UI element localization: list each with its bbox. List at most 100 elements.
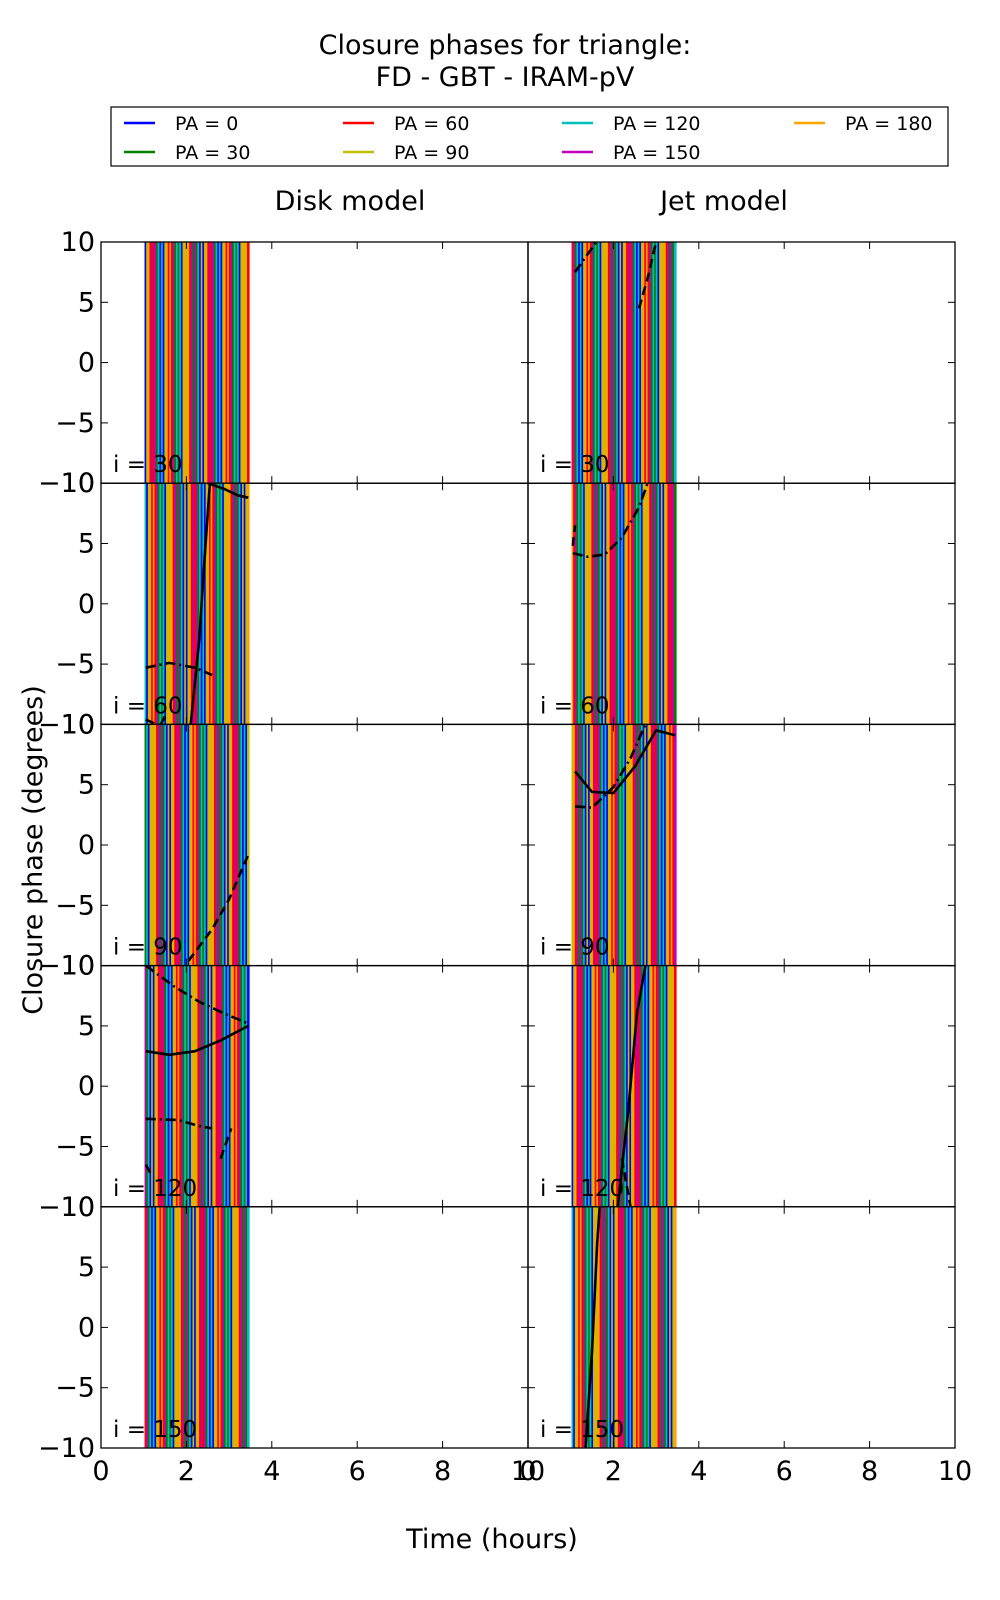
panel-disk-i120: 10 5 0 −5 −10 i = 120 bbox=[38, 951, 529, 1223]
panel-jet-i90: i = 90 bbox=[527, 723, 956, 967]
legend-entry-label: PA = 180 bbox=[845, 113, 933, 135]
chart-title-line-1: Closure phases for triangle: bbox=[319, 30, 692, 61]
x-tick-label: 10 bbox=[938, 1456, 972, 1487]
y-tick-label: 10 bbox=[61, 1192, 95, 1223]
y-tick-label: 10 bbox=[61, 709, 95, 740]
y-tick-label: 5 bbox=[78, 770, 95, 801]
model-line-dashdot bbox=[145, 965, 249, 1025]
model-line-dashdot bbox=[572, 483, 649, 559]
panel-jet-i150: 0 2 4 6 8 10 i = 150 bbox=[519, 1206, 972, 1487]
x-tick-label: 2 bbox=[178, 1456, 195, 1487]
y-tick-label: 0 bbox=[78, 830, 95, 861]
wrapped-curves bbox=[144, 724, 250, 966]
legend-box bbox=[110, 106, 949, 167]
x-axis-label: Time (hours) bbox=[405, 1524, 578, 1555]
inclination-label: i = 90 bbox=[540, 935, 610, 961]
x-tick-label: 4 bbox=[690, 1456, 707, 1487]
model-line-dashdot bbox=[574, 724, 647, 809]
x-tick-label: 8 bbox=[434, 1456, 451, 1487]
inclination-label: i = 60 bbox=[540, 693, 610, 719]
column-title-jet: Jet model bbox=[658, 186, 788, 217]
y-tick-label: −10 bbox=[38, 1192, 95, 1223]
panel-jet-i60: i = 60 bbox=[527, 482, 956, 726]
panel-disk-i90: 10 5 0 −5 −10 i = 90 bbox=[38, 709, 529, 982]
x-tick-label: 2 bbox=[605, 1456, 622, 1487]
x-tick-label: 0 bbox=[519, 1456, 536, 1487]
y-tick-label: 10 bbox=[61, 468, 95, 499]
model-line-solid bbox=[189, 483, 212, 725]
y-tick-label: 0 bbox=[78, 589, 95, 620]
legend: PA = 0 PA = 30 PA = 60 PA = 90 PA = 120 PA = … bbox=[110, 106, 949, 167]
y-tick-label: −10 bbox=[38, 1433, 95, 1464]
y-tick-label: −5 bbox=[55, 408, 95, 439]
panel-grid: 10 5 0 −5 −10 i = 30 i = 30 10 5 0 −5 −10 i = 60 i = … bbox=[38, 227, 972, 1487]
y-tick-label: 10 bbox=[61, 951, 95, 982]
y-axis-label: Closure phase (degrees) bbox=[18, 685, 49, 1015]
y-tick-label: −5 bbox=[55, 1373, 95, 1404]
model-line-solid bbox=[584, 1206, 601, 1449]
y-tick-label: 0 bbox=[78, 1071, 95, 1102]
model-line-dashed bbox=[637, 242, 658, 309]
x-tick-label: 10 bbox=[511, 1456, 545, 1487]
inclination-label: i = 90 bbox=[113, 935, 183, 961]
inclination-label: i = 120 bbox=[113, 1176, 197, 1202]
panel-jet-i120: i = 120 bbox=[527, 964, 956, 1208]
model-line-dashed bbox=[187, 854, 250, 962]
x-tick-label: 0 bbox=[92, 1456, 109, 1487]
model-line-dashed bbox=[219, 1127, 233, 1160]
model-line-dashdot bbox=[145, 1117, 213, 1130]
y-tick-label: −10 bbox=[38, 468, 95, 499]
model-line-solid bbox=[573, 728, 676, 795]
panel-disk-i60: 10 5 0 −5 −10 i = 60 bbox=[38, 468, 529, 740]
chart-title-line-2: FD - GBT - IRAM-pV bbox=[376, 62, 635, 93]
y-tick-label: 5 bbox=[78, 1252, 95, 1283]
inclination-label: i = 30 bbox=[540, 452, 610, 478]
wrapped-curves bbox=[144, 242, 250, 484]
column-title-disk: Disk model bbox=[275, 186, 426, 217]
y-tick-label: −10 bbox=[38, 951, 95, 982]
y-tick-label: 5 bbox=[78, 287, 95, 318]
x-tick-label: 6 bbox=[349, 1456, 366, 1487]
inclination-label: i = 60 bbox=[113, 693, 183, 719]
y-tick-label: −5 bbox=[55, 649, 95, 680]
legend-entry-label: PA = 150 bbox=[613, 142, 701, 164]
wrapped-curves bbox=[144, 965, 250, 1207]
inclination-label: i = 150 bbox=[540, 1417, 624, 1443]
x-tick-label: 4 bbox=[263, 1456, 280, 1487]
wrapped-curves bbox=[571, 483, 677, 725]
wrapped-curves bbox=[144, 1206, 250, 1448]
wrapped-curves bbox=[571, 242, 677, 484]
legend-entry-label: PA = 90 bbox=[394, 142, 469, 164]
y-tick-label: −10 bbox=[38, 709, 95, 740]
y-tick-label: −5 bbox=[55, 890, 95, 921]
legend-entry-label: PA = 0 bbox=[175, 113, 238, 135]
inclination-label: i = 30 bbox=[113, 452, 183, 478]
wrapped-curves bbox=[571, 724, 677, 966]
wrapped-curves bbox=[144, 483, 250, 725]
model-line-dashed bbox=[144, 1163, 154, 1178]
model-line-dashed bbox=[145, 718, 158, 725]
model-line-solid bbox=[145, 1024, 249, 1057]
y-tick-label: 5 bbox=[78, 1011, 95, 1042]
inclination-label: i = 150 bbox=[113, 1417, 197, 1443]
inclination-label: i = 120 bbox=[540, 1176, 624, 1202]
y-tick-label: 0 bbox=[78, 348, 95, 379]
y-tick-label: 0 bbox=[78, 1312, 95, 1343]
model-line-dashed bbox=[159, 711, 169, 725]
model-line-dashed bbox=[620, 1158, 632, 1207]
legend-entry-label: PA = 30 bbox=[175, 142, 250, 164]
x-tick-label: 6 bbox=[776, 1456, 793, 1487]
x-tick-label: 8 bbox=[861, 1456, 878, 1487]
legend-entry-label: PA = 120 bbox=[613, 113, 701, 135]
panel-jet-i30: i = 30 bbox=[527, 241, 956, 484]
panel-disk-i30: 10 5 0 −5 −10 i = 30 bbox=[38, 227, 529, 499]
model-line-solid bbox=[207, 483, 249, 499]
y-tick-label: 10 bbox=[61, 227, 95, 258]
model-line-dashed bbox=[571, 525, 577, 547]
model-line-dashdot bbox=[573, 242, 598, 273]
y-tick-label: 5 bbox=[78, 529, 95, 560]
wrapped-curves bbox=[571, 1206, 677, 1449]
wrapped-curves bbox=[571, 965, 677, 1207]
